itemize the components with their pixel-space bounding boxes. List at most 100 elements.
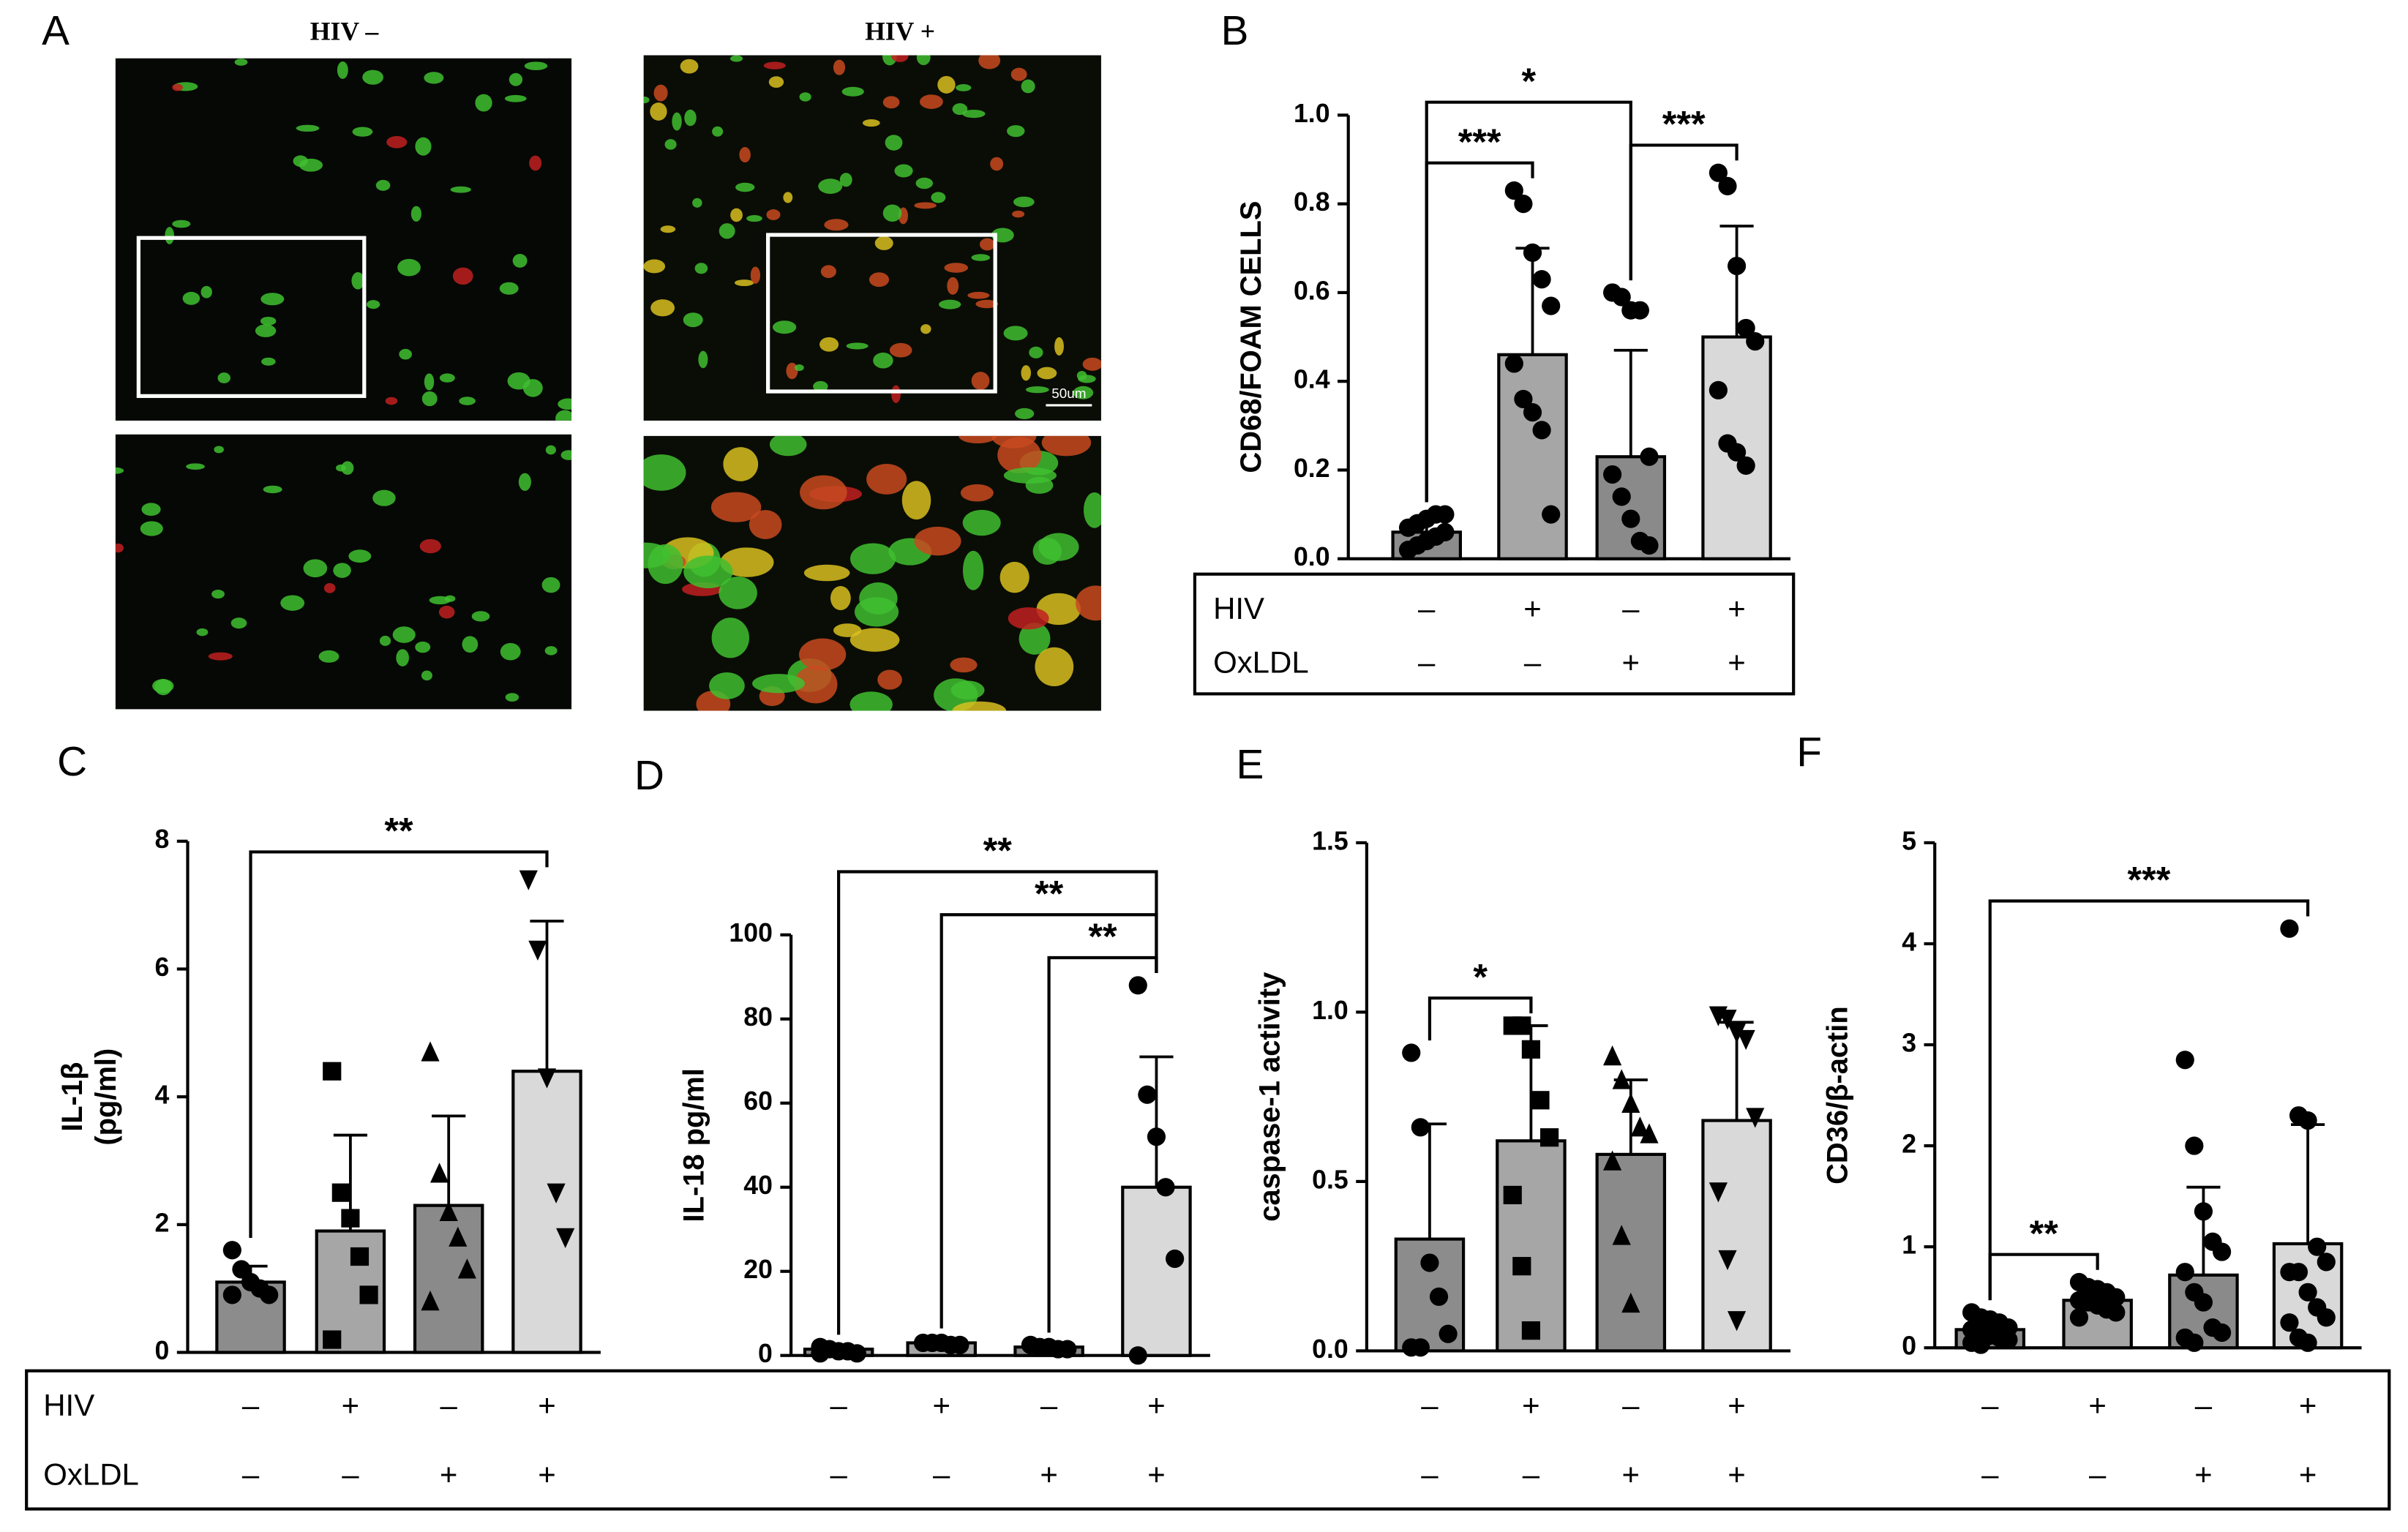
cell [450,186,471,193]
cell [749,510,782,539]
panel-letter: E [1237,742,1264,788]
cell [558,398,572,410]
cell [799,638,847,671]
data-point [1621,1292,1640,1313]
data-point [1603,465,1622,484]
cell [959,435,997,444]
cell [710,492,762,522]
cell [1013,196,1035,208]
data-point [1640,1123,1659,1144]
cell [1035,647,1074,687]
data-point [1727,1311,1747,1332]
cell [545,445,556,455]
significance-label: *** [1662,103,1706,145]
data-point [2280,919,2299,938]
data-point [1439,1324,1458,1343]
data-point [2308,1237,2327,1256]
data-point [1718,1010,1737,1030]
data-point [1709,1182,1728,1203]
error-bar [1412,1122,1447,1239]
significance-label: * [1521,60,1536,102]
error-bar [432,1114,466,1206]
data-point [1521,1321,1541,1340]
cell [746,214,762,222]
cell [694,263,708,274]
data-point [2175,1051,2194,1070]
condition-sign: + [1728,645,1746,680]
cell [1021,79,1035,94]
cell [873,352,893,369]
data-point [1156,1178,1175,1197]
error-bar [1139,1055,1174,1187]
cell [1083,492,1101,528]
data-point [1630,1116,1649,1137]
cell [850,543,896,574]
panel-letter: C [57,739,87,785]
cell [664,139,677,150]
cell [208,652,233,661]
cell [260,316,277,326]
cell [650,102,667,121]
cell [1008,607,1049,630]
cell [399,348,412,360]
y-tick-label: 0.5 [1312,1165,1349,1194]
data-point [1718,176,1737,195]
data-point [2107,1303,2126,1322]
data-point [1436,522,1455,541]
cell [839,173,852,187]
data-point [222,1241,241,1260]
cell [990,157,1004,171]
data-point [1603,1045,1622,1066]
cell [1012,210,1025,218]
cell [471,611,490,622]
cell [914,202,937,209]
bar [1497,353,1568,560]
condition-sign: + [2299,1457,2317,1492]
cell [337,61,348,79]
cell [692,198,702,208]
y-tick-label: 0 [758,1339,773,1368]
y-tick-label: 0.0 [1312,1334,1349,1364]
condition-sign: – [1418,591,1436,626]
zoom-box [765,233,997,394]
condition-name: OxLDL [1213,645,1309,680]
data-point [1504,181,1523,200]
condition-sign: + [2088,1388,2107,1422]
cell [956,84,972,91]
data-point [1727,256,1747,276]
cell [367,300,380,309]
cell [375,179,391,191]
cell [962,110,986,119]
cell [200,285,212,298]
condition-sign: – [440,1388,458,1422]
condition-sign: – [1523,1457,1540,1492]
cell [971,372,990,390]
cell [901,481,931,520]
significance-bracket [249,850,549,1238]
cell [504,94,527,102]
cell [214,446,224,454]
cell [772,320,797,334]
cell [730,208,743,222]
data-point [1621,509,1640,528]
data-point [350,1247,370,1266]
cell [711,617,749,658]
cell [255,324,277,337]
panel-letter: B [1221,8,1249,54]
cell [975,299,999,309]
condition-sign: – [1981,1457,1999,1492]
cell [415,641,431,653]
cell [165,227,174,244]
data-point [1736,1029,1755,1051]
cell [739,146,751,163]
cell [439,373,455,383]
data-point [1138,1085,1157,1104]
data-point [1640,447,1659,466]
data-point [1411,1118,1430,1137]
data-point [2185,1333,2204,1352]
condition-sign: + [538,1388,556,1422]
data-point [2317,1253,2336,1272]
cell [944,263,969,273]
cell [341,461,354,475]
condition-sign: – [830,1457,847,1492]
